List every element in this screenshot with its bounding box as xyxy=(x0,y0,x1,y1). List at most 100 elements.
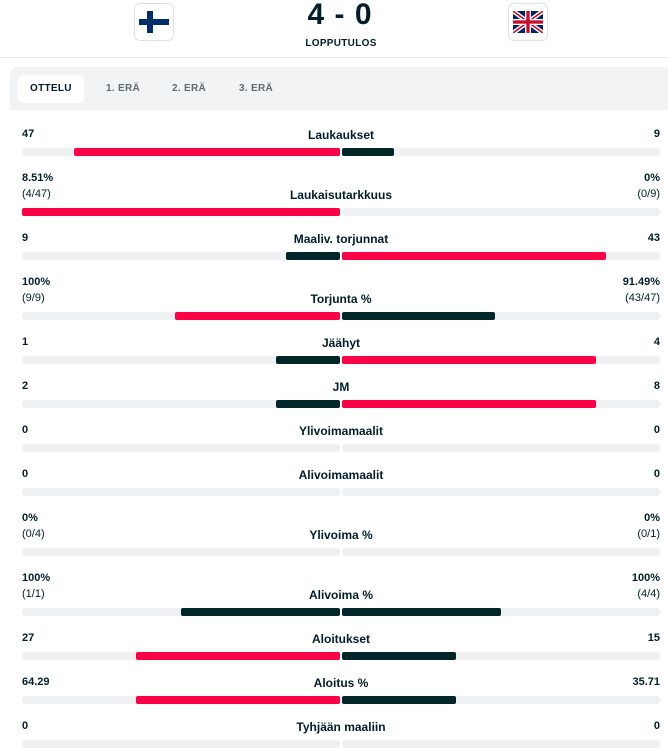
stat-label: Tyhjään maaliin xyxy=(296,720,386,734)
finland-flag-icon xyxy=(139,11,169,33)
home-stat-track xyxy=(22,252,340,260)
away-stat-bar xyxy=(342,400,596,408)
away-stat-track xyxy=(342,356,660,364)
home-stat-track xyxy=(22,740,340,748)
away-stat-value: 8 xyxy=(653,380,660,392)
home-stat-track xyxy=(22,208,340,216)
away-stat-value: 4 xyxy=(653,336,660,348)
stat-label: Laukaukset xyxy=(307,128,375,142)
home-stat-bar xyxy=(136,696,340,704)
stat-label: Alivoima % xyxy=(308,588,374,602)
away-stat-track xyxy=(342,208,660,216)
away-stat-value: 43 xyxy=(647,232,660,244)
away-stat-detail: (0/1) xyxy=(637,528,660,540)
away-stat-value: 9 xyxy=(653,128,660,140)
away-stat-bar xyxy=(342,312,495,320)
away-team-flag[interactable] xyxy=(508,3,548,41)
away-stat-value: 91.49% xyxy=(622,276,660,288)
stat-label: Alivoimamaalit xyxy=(298,468,384,482)
home-stat-detail: (9/9) xyxy=(22,292,45,304)
away-stat-track xyxy=(342,252,660,260)
great-britain-flag-icon xyxy=(513,11,543,33)
stat-label: Laukaisutarkkuus xyxy=(289,188,393,202)
stat-label: Ylivoima % xyxy=(309,528,373,542)
period-tabs: OTTELU 1. ERÄ 2. ERÄ 3. ERÄ xyxy=(10,67,668,110)
away-stat-bar xyxy=(342,252,606,260)
home-stat-detail: (0/4) xyxy=(22,528,45,540)
home-stat-track xyxy=(22,400,340,408)
away-stat-track xyxy=(342,400,660,408)
away-stat-value: 0 xyxy=(653,468,660,480)
home-stat-value: 0 xyxy=(22,720,29,732)
away-stat-track xyxy=(342,652,660,660)
home-stat-value: 47 xyxy=(22,128,35,140)
away-stat-value: 35.71 xyxy=(632,676,660,688)
stat-label: Ylivoimamaalit xyxy=(298,424,384,438)
home-stat-track xyxy=(22,312,340,320)
home-stat-track xyxy=(22,548,340,556)
away-stat-track xyxy=(342,548,660,556)
tab-era-2[interactable]: 2. ERÄ xyxy=(172,83,207,94)
away-stat-detail: (0/9) xyxy=(637,188,660,200)
home-stat-track xyxy=(22,608,340,616)
home-stat-bar xyxy=(175,312,340,320)
away-stat-track xyxy=(342,608,660,616)
away-stat-track xyxy=(342,740,660,748)
home-stat-track xyxy=(22,488,340,496)
match-status: LOPPUTULOS xyxy=(305,38,377,49)
home-stat-track xyxy=(22,356,340,364)
tab-era-3[interactable]: 3. ERÄ xyxy=(239,83,274,94)
tab-era-1[interactable]: 1. ERÄ xyxy=(106,83,141,94)
stat-label: Jäähyt xyxy=(321,336,361,350)
home-stat-detail: (1/1) xyxy=(22,588,45,600)
home-stat-value: 100% xyxy=(22,276,51,288)
home-stat-bar xyxy=(22,208,340,216)
home-stat-detail: (4/47) xyxy=(22,188,51,200)
match-score: 4 - 0 xyxy=(307,0,373,31)
home-stat-value: 27 xyxy=(22,632,35,644)
home-stat-bar xyxy=(276,356,340,364)
away-stat-bar xyxy=(342,148,394,156)
home-stat-bar xyxy=(276,400,340,408)
away-stat-track xyxy=(342,312,660,320)
home-stat-bar xyxy=(74,148,340,156)
stat-label: Aloitus % xyxy=(313,676,369,690)
away-stat-detail: (43/47) xyxy=(625,292,660,304)
stat-label: JM xyxy=(332,380,350,394)
away-stat-track xyxy=(342,148,660,156)
home-stat-value: 0 xyxy=(22,424,29,436)
away-stat-bar xyxy=(342,652,456,660)
home-stat-bar xyxy=(286,252,340,260)
tab-ottelu[interactable]: OTTELU xyxy=(18,75,84,103)
home-stat-track xyxy=(22,652,340,660)
away-stat-value: 100% xyxy=(631,572,660,584)
away-stat-value: 0% xyxy=(644,172,660,184)
away-stat-bar xyxy=(342,356,596,364)
home-stat-value: 2 xyxy=(22,380,29,392)
home-stat-value: 8.51% xyxy=(22,172,54,184)
home-stat-value: 1 xyxy=(22,336,29,348)
home-stat-value: 9 xyxy=(22,232,29,244)
away-stat-value: 0 xyxy=(653,424,660,436)
away-stat-value: 0% xyxy=(644,512,660,524)
home-stat-value: 64.29 xyxy=(22,676,50,688)
home-stat-track xyxy=(22,444,340,452)
away-stat-track xyxy=(342,444,660,452)
away-stat-track xyxy=(342,696,660,704)
match-header: 4 - 0 LOPPUTULOS xyxy=(0,0,668,58)
home-stat-track xyxy=(22,696,340,704)
stat-label: Aloitukset xyxy=(311,632,370,646)
away-stat-bar xyxy=(342,696,456,704)
home-stat-value: 0 xyxy=(22,468,29,480)
away-stat-value: 0 xyxy=(653,720,660,732)
stat-label: Maaliv. torjunnat xyxy=(293,232,389,246)
home-stat-value: 100% xyxy=(22,572,51,584)
away-stat-value: 15 xyxy=(647,632,660,644)
away-stat-detail: (4/4) xyxy=(637,588,660,600)
home-team-flag[interactable] xyxy=(134,3,174,41)
home-stat-bar xyxy=(181,608,340,616)
stat-label: Torjunta % xyxy=(310,292,372,306)
away-stat-track xyxy=(342,488,660,496)
home-stat-bar xyxy=(136,652,340,660)
home-stat-value: 0% xyxy=(22,512,38,524)
